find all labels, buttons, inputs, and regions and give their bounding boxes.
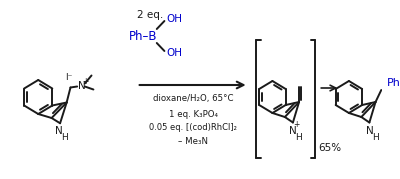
Text: Ph: Ph bbox=[387, 78, 400, 88]
Text: N: N bbox=[78, 81, 86, 91]
Text: N: N bbox=[289, 125, 297, 136]
Text: +: + bbox=[82, 77, 89, 86]
Text: N: N bbox=[366, 125, 373, 136]
Text: Ph–B: Ph–B bbox=[129, 30, 158, 42]
Text: 2 eq.: 2 eq. bbox=[137, 10, 163, 20]
Text: dioxane/H₂O, 65°C: dioxane/H₂O, 65°C bbox=[153, 93, 233, 103]
Text: H: H bbox=[372, 133, 378, 142]
Text: OH: OH bbox=[166, 14, 182, 24]
Text: – Me₃N: – Me₃N bbox=[178, 137, 208, 146]
Text: OH: OH bbox=[166, 48, 182, 58]
Text: 65%: 65% bbox=[318, 143, 341, 153]
Text: 0.05 eq. [(cod)RhCl]₂: 0.05 eq. [(cod)RhCl]₂ bbox=[149, 124, 237, 132]
Text: H: H bbox=[295, 133, 302, 142]
Text: 1 eq. K₃PO₄: 1 eq. K₃PO₄ bbox=[168, 110, 218, 118]
Text: H: H bbox=[62, 133, 68, 142]
Text: I⁻: I⁻ bbox=[65, 73, 72, 82]
Text: N: N bbox=[55, 126, 63, 136]
Text: +: + bbox=[294, 120, 300, 129]
